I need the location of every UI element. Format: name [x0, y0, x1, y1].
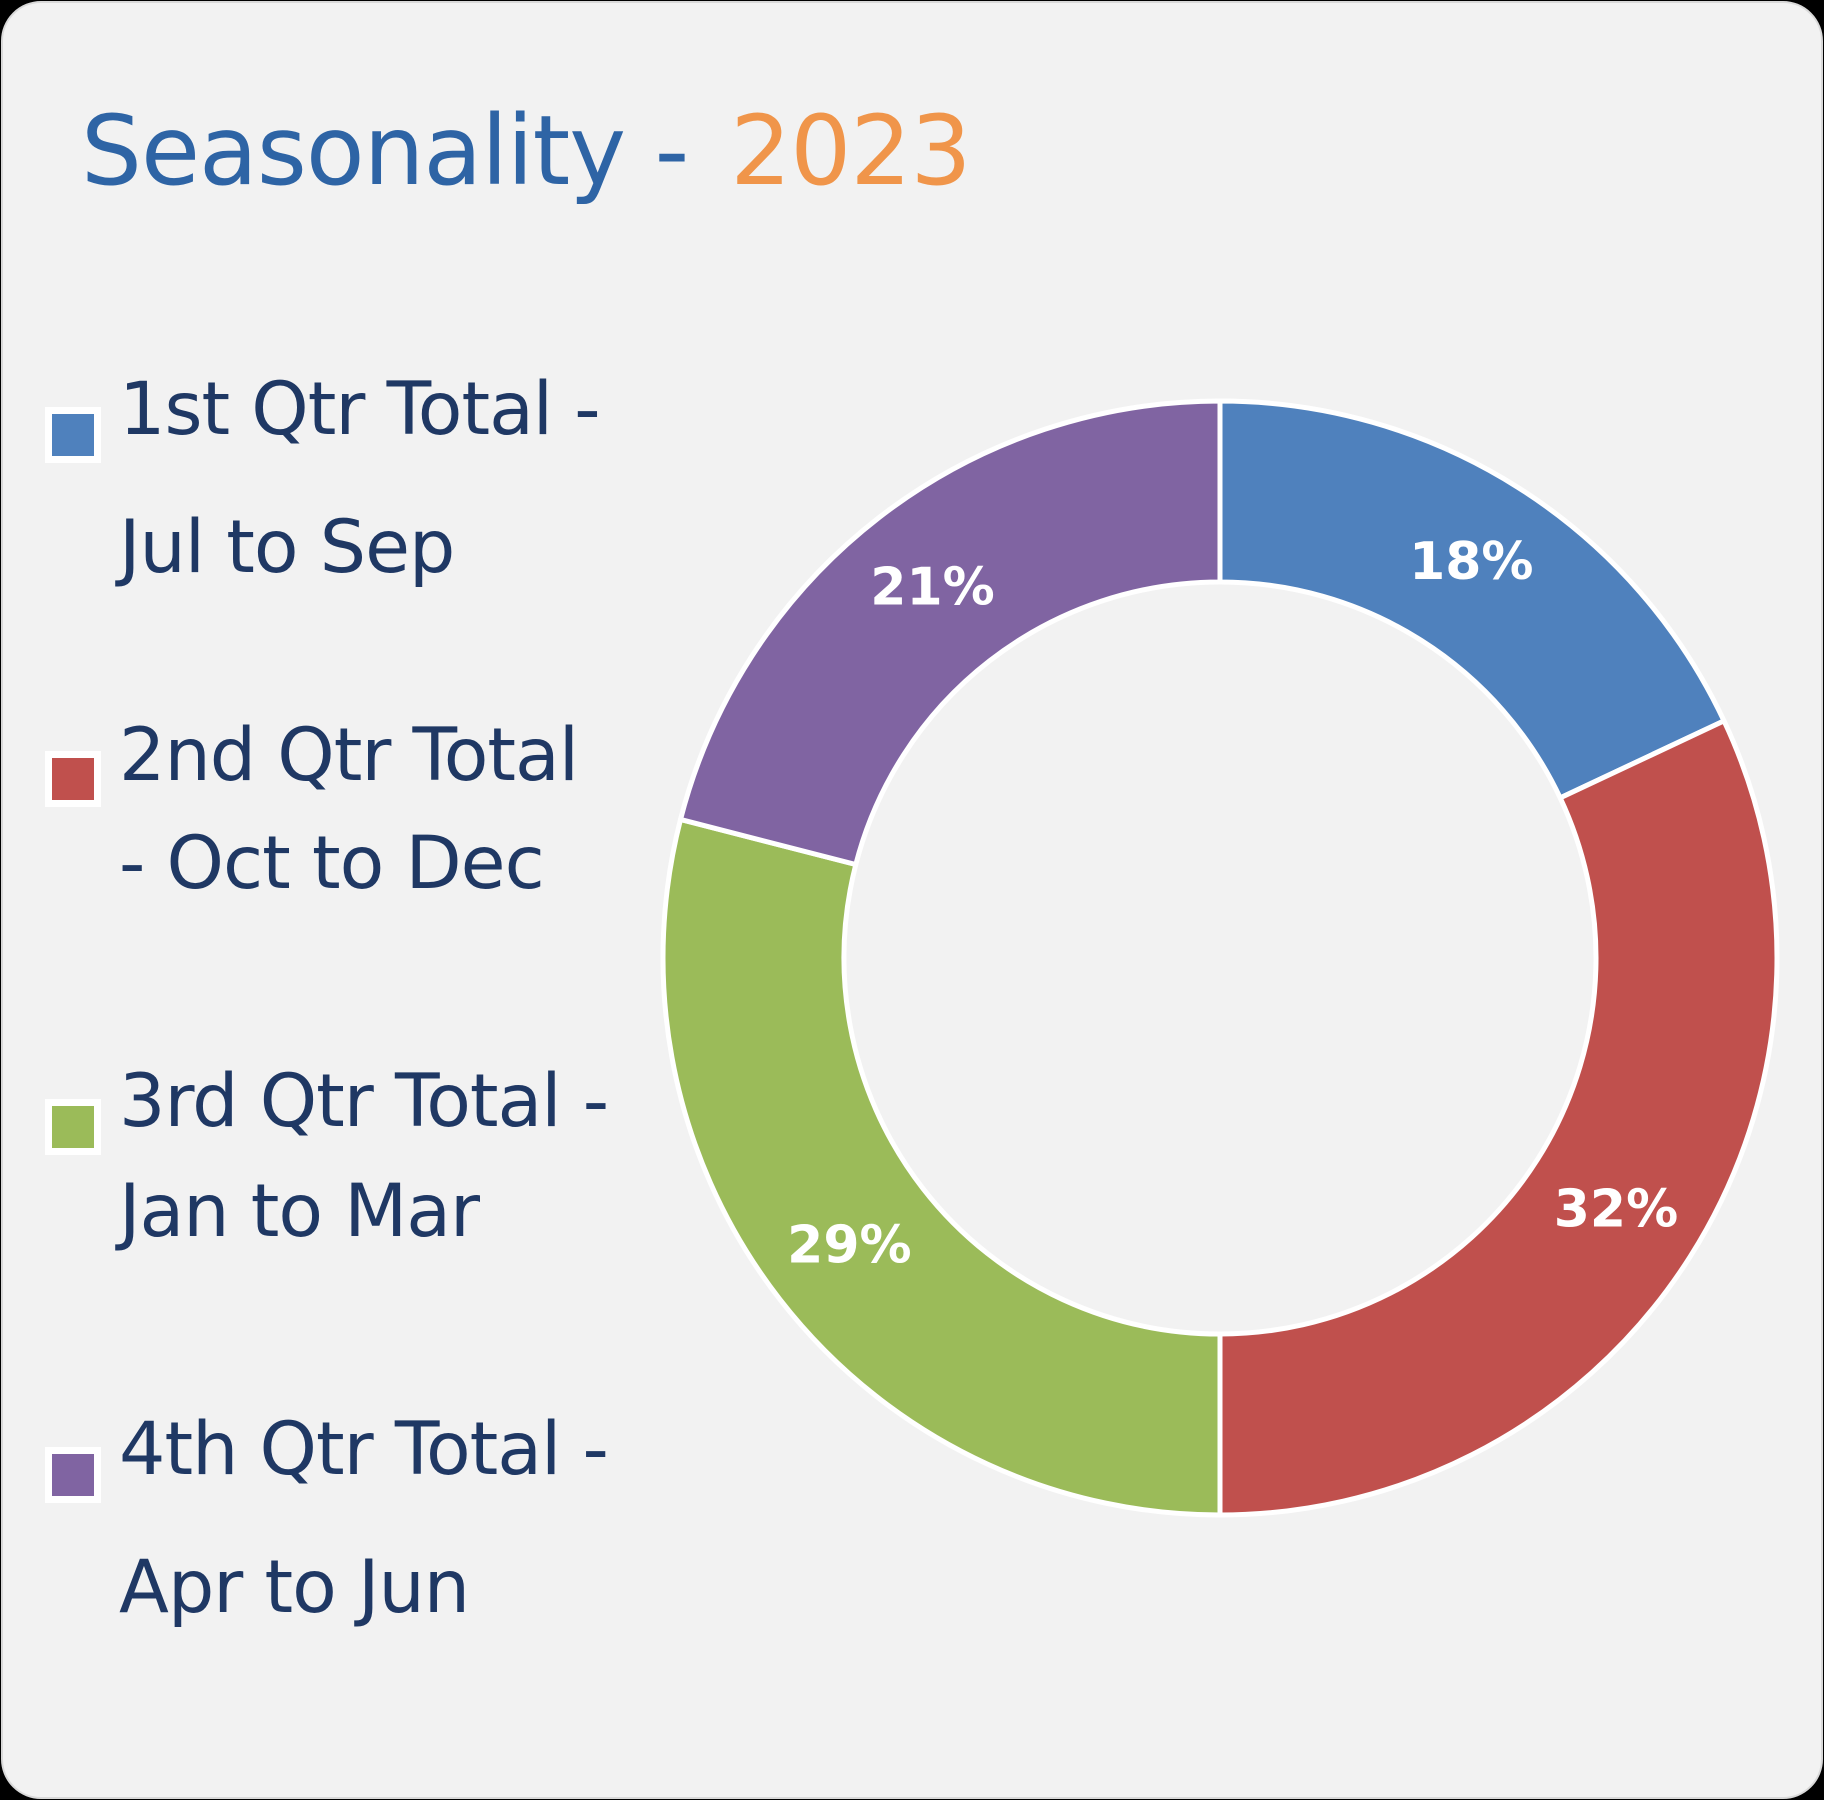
chart-title: Seasonality - 2023	[81, 91, 972, 211]
donut-slice-q4	[677, 398, 1223, 867]
legend-label-q1-line2: Jul to Sep	[119, 505, 455, 590]
legend-label-q4-line2: Apr to Jun	[119, 1545, 470, 1630]
legend-swatch-q2	[45, 751, 101, 807]
donut-slice-q1	[1217, 398, 1727, 801]
legend-label-q1-line1: 1st Qtr Total -	[119, 367, 601, 452]
legend-label-q2-line1: 2nd Qtr Total	[119, 713, 579, 798]
chart-title-main: Seasonality -	[81, 95, 689, 207]
donut-label-q2: 32%	[1554, 1179, 1678, 1239]
legend-swatch-q4	[45, 1447, 101, 1503]
legend-swatch-q3	[45, 1099, 101, 1155]
donut-label-q4: 21%	[870, 557, 994, 617]
legend-label-q2-line2: - Oct to Dec	[119, 821, 545, 906]
donut-label-q3: 29%	[787, 1215, 911, 1275]
donut-chart: 18% 32% 29% 21%	[660, 398, 1780, 1518]
legend-swatch-q1	[45, 407, 101, 463]
legend-label-q3-line1: 3rd Qtr Total -	[119, 1059, 609, 1144]
donut-slice-q2	[1217, 718, 1780, 1518]
chart-title-year: 2023	[730, 95, 971, 207]
donut-label-q1: 18%	[1409, 532, 1533, 592]
legend-label-q3-line2: Jan to Mar	[119, 1169, 480, 1254]
donut-slice-q3	[660, 816, 1223, 1518]
legend-label-q4-line1: 4th Qtr Total -	[119, 1407, 609, 1492]
